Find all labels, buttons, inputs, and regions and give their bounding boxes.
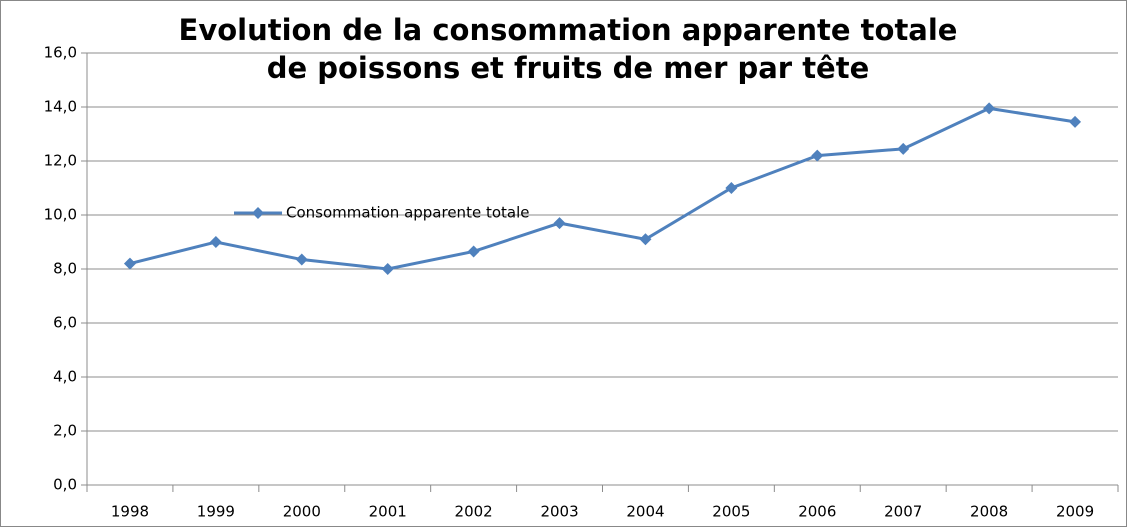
x-tick-label: 2005: [712, 503, 750, 521]
x-tick-label: 2002: [455, 503, 493, 521]
x-tick-label: 2001: [369, 503, 407, 521]
marker: [553, 217, 566, 230]
y-tick-label: 4,0: [53, 368, 77, 386]
chart-title: de poissons et fruits de mer par tête: [267, 51, 870, 85]
x-tick-label: 2003: [540, 503, 578, 521]
x-tick-label: 2008: [970, 503, 1008, 521]
marker: [123, 257, 136, 270]
marker: [295, 253, 308, 266]
y-tick-label: 2,0: [53, 422, 77, 440]
marker: [467, 245, 480, 258]
y-tick-label: 16,0: [44, 44, 77, 62]
y-tick-label: 10,0: [44, 206, 77, 224]
x-tick-label: 2009: [1056, 503, 1094, 521]
marker: [381, 263, 394, 275]
marker: [639, 233, 652, 246]
marker: [1069, 115, 1082, 128]
chart-title: Evolution de la consommation apparente t…: [179, 13, 958, 47]
legend-marker: [252, 207, 264, 219]
marker: [209, 236, 222, 248]
series-line: [129, 106, 1076, 271]
x-tick-label: 2006: [798, 503, 836, 521]
x-tick-label: 2004: [626, 503, 664, 521]
marker: [897, 142, 910, 155]
y-tick-label: 6,0: [53, 314, 77, 332]
legend-label: Consommation apparente totale: [286, 204, 529, 222]
y-tick-label: 14,0: [44, 98, 77, 116]
x-tick-label: 2000: [283, 503, 321, 521]
x-tick-label: 1998: [111, 503, 149, 521]
marker: [983, 102, 996, 115]
y-tick-label: 12,0: [44, 152, 77, 170]
marker: [725, 182, 738, 194]
marker: [811, 149, 824, 162]
x-tick-label: 1999: [197, 503, 235, 521]
y-tick-label: 8,0: [53, 260, 77, 278]
y-tick-label: 0,0: [53, 476, 77, 494]
x-tick-label: 2007: [884, 503, 922, 521]
